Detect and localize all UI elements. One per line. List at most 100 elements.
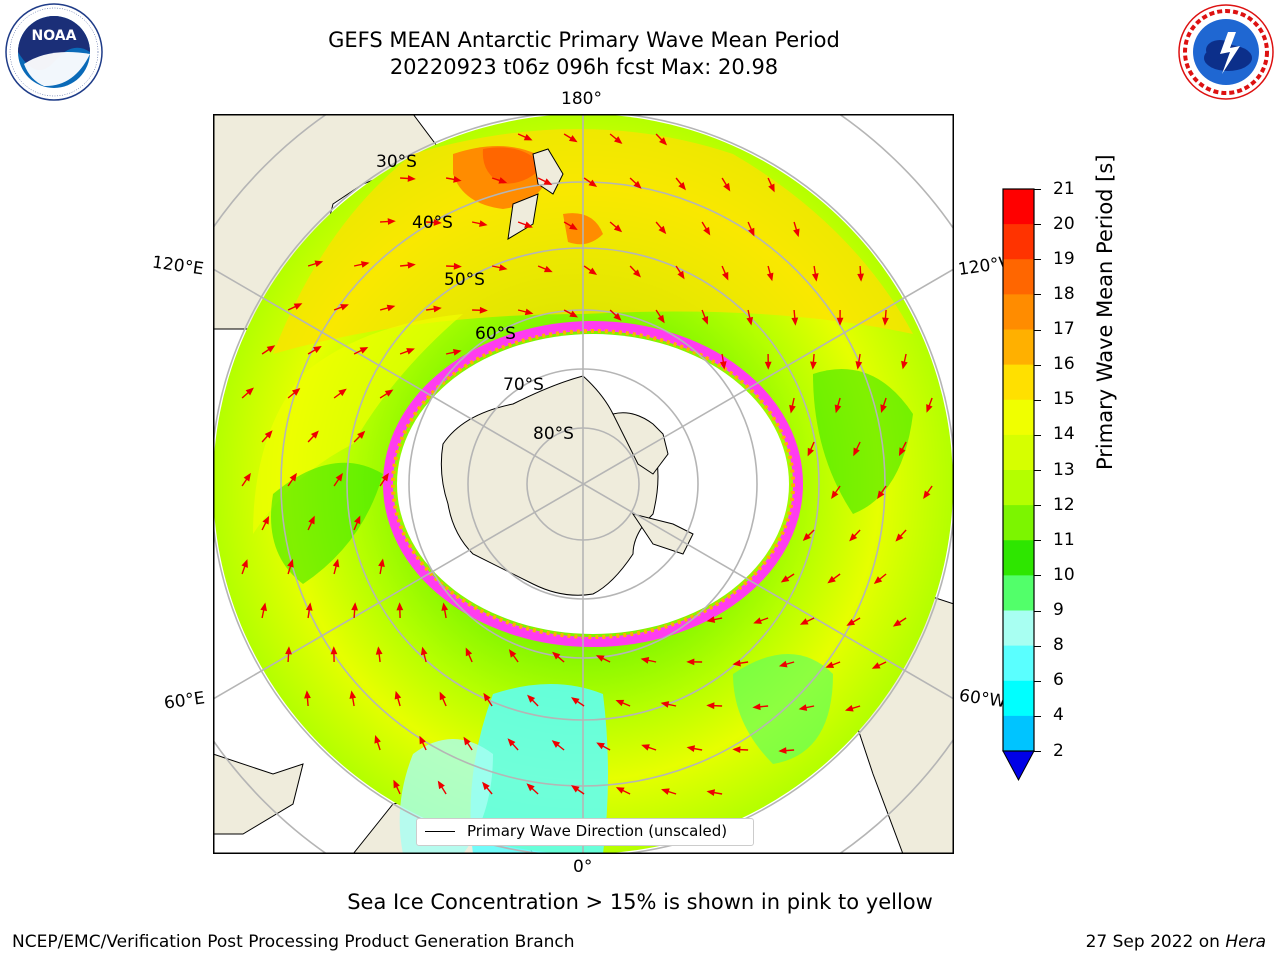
colorbar-tick-mark <box>1034 575 1041 577</box>
colorbar-block <box>1003 575 1034 611</box>
colorbar-block <box>1003 224 1034 260</box>
wave-direction-arrowhead <box>313 346 322 354</box>
lat-label-50s: 50°S <box>444 270 485 290</box>
colorbar-tick-label: 13 <box>1053 459 1075 480</box>
sea-ice-note: Sea Ice Concentration > 15% is shown in … <box>347 890 933 914</box>
wave-direction-arrowhead <box>898 447 906 457</box>
colorbar-block <box>1003 399 1034 436</box>
wave-direction-arrowhead <box>524 308 534 316</box>
wave-direction-arrowhead <box>614 136 623 144</box>
lat-label-70s: 70°S <box>503 375 544 395</box>
wave-direction-arrowhead <box>332 558 340 568</box>
wave-direction-arrowhead <box>508 649 517 658</box>
wave-direction-arrowhead <box>748 227 755 237</box>
colorbar-tick-label: 12 <box>1053 494 1075 515</box>
wave-direction-arrowhead <box>260 602 267 612</box>
wave-direction-arrowhead <box>396 602 404 611</box>
footer-org: NCEP/EMC/Verification Post Processing Pr… <box>12 932 575 952</box>
wave-direction-arrowhead <box>439 691 447 701</box>
colorbar-tick-label: 6 <box>1053 670 1064 691</box>
wave-direction-arrowhead <box>923 490 931 499</box>
wave-direction-arrowhead <box>374 735 381 744</box>
wave-direction-arrowhead <box>596 742 605 750</box>
colorbar <box>1002 188 1035 782</box>
wave-direction-arrowhead <box>703 226 711 236</box>
wave-direction-arrowhead <box>349 690 357 699</box>
wave-direction-arrowhead <box>857 273 864 282</box>
noaa-logo-text: NOAA <box>32 28 77 44</box>
wave-direction-arrowhead <box>360 261 370 268</box>
wave-direction-arrowhead <box>523 134 533 141</box>
nws-logo <box>1178 4 1274 100</box>
wave-direction-arrowhead <box>706 789 716 796</box>
wave-direction-arrowhead <box>381 472 389 482</box>
colorbar-label: Primary Wave Mean Period [s] <box>1093 154 1117 470</box>
wave-direction-arrowhead <box>357 430 366 439</box>
wave-direction-arrowhead <box>723 182 731 192</box>
wave-direction-arrowhead <box>825 661 835 668</box>
colorbar-block <box>1003 294 1034 330</box>
colorbar-tick-label: 14 <box>1053 424 1075 445</box>
chart-subtitle: 20220923 t06z 096h fcst Max: 20.98 <box>389 55 779 79</box>
wave-direction-arrowhead <box>793 228 800 238</box>
wave-direction-arrowhead <box>335 472 343 482</box>
wave-direction-arrowhead <box>568 135 578 143</box>
wave-direction-arrowhead <box>463 736 471 746</box>
wave-direction-arrowhead <box>588 267 598 275</box>
map-frame: Primary Wave Direction (unscaled) <box>213 114 954 854</box>
wave-direction-arrowhead <box>595 655 605 662</box>
colorbar-tick-mark <box>1034 434 1041 436</box>
colorbar-tick-label: 9 <box>1053 600 1064 620</box>
noaa-logo: NOAA <box>5 3 103 101</box>
lon-label-120e: 120°E <box>150 252 205 280</box>
wave-direction-arrowhead <box>482 781 490 791</box>
wave-direction-arrowhead <box>285 646 292 655</box>
wave-direction-arrowhead <box>479 220 488 227</box>
wave-direction-arrowhead <box>926 404 933 413</box>
colorbar-block <box>1003 189 1034 225</box>
colorbar-tick-label: 10 <box>1053 564 1075 585</box>
wave-direction-arrowhead <box>437 780 445 790</box>
wave-direction-arrowhead <box>701 316 709 325</box>
wave-direction-arrowhead <box>527 694 536 703</box>
wave-direction-arrowhead <box>245 387 254 396</box>
wave-direction-arrowhead <box>768 183 775 193</box>
wave-direction-arrowhead <box>706 702 715 710</box>
wave-direction-arrowhead <box>659 137 668 146</box>
colorbar-tick-label: 11 <box>1053 529 1075 550</box>
wave-direction-arrowhead <box>452 349 462 356</box>
wave-direction-arrowhead <box>340 304 349 311</box>
wave-direction-arrowhead <box>498 177 508 184</box>
wave-direction-arrowhead <box>543 178 553 185</box>
legend-line-swatch <box>425 831 455 832</box>
colorbar-extend-arrow <box>1002 750 1035 782</box>
wave-direction-arrowhead <box>810 361 817 370</box>
wave-direction-arrowhead <box>393 779 400 789</box>
wave-direction-arrowhead <box>453 262 462 270</box>
wave-direction-arrowhead <box>291 387 301 396</box>
wave-direction-arrowhead <box>892 619 902 627</box>
wave-direction-arrowhead <box>615 787 625 794</box>
wave-direction-arrowhead <box>543 265 553 273</box>
wave-direction-arrowhead <box>658 225 667 235</box>
wave-direction-arrowhead <box>831 490 839 499</box>
wave-direction-arrowhead <box>846 618 856 626</box>
wave-direction-arrowhead <box>526 783 535 792</box>
wave-direction-arrowhead <box>351 602 359 611</box>
wave-direction-arrowhead <box>338 388 347 397</box>
wave-direction-arrowhead <box>686 658 695 666</box>
lat-label-30s: 30°S <box>376 152 417 172</box>
wave-direction-arrowhead <box>465 647 473 657</box>
wave-direction-arrowhead <box>308 515 315 525</box>
wave-direction-arrowhead <box>799 618 809 625</box>
wave-direction-arrowhead <box>453 176 462 183</box>
colorbar-block <box>1003 470 1034 506</box>
colorbar-block <box>1003 645 1034 682</box>
wave-direction-arrowhead <box>433 305 442 313</box>
wave-direction-arrowhead <box>780 575 790 583</box>
colorbar-tick-mark <box>1034 610 1041 612</box>
wave-direction-arrowhead <box>706 616 716 623</box>
wave-direction-arrowhead <box>243 472 251 482</box>
colorbar-tick-mark <box>1034 259 1041 261</box>
wave-direction-arrowhead <box>266 345 276 353</box>
